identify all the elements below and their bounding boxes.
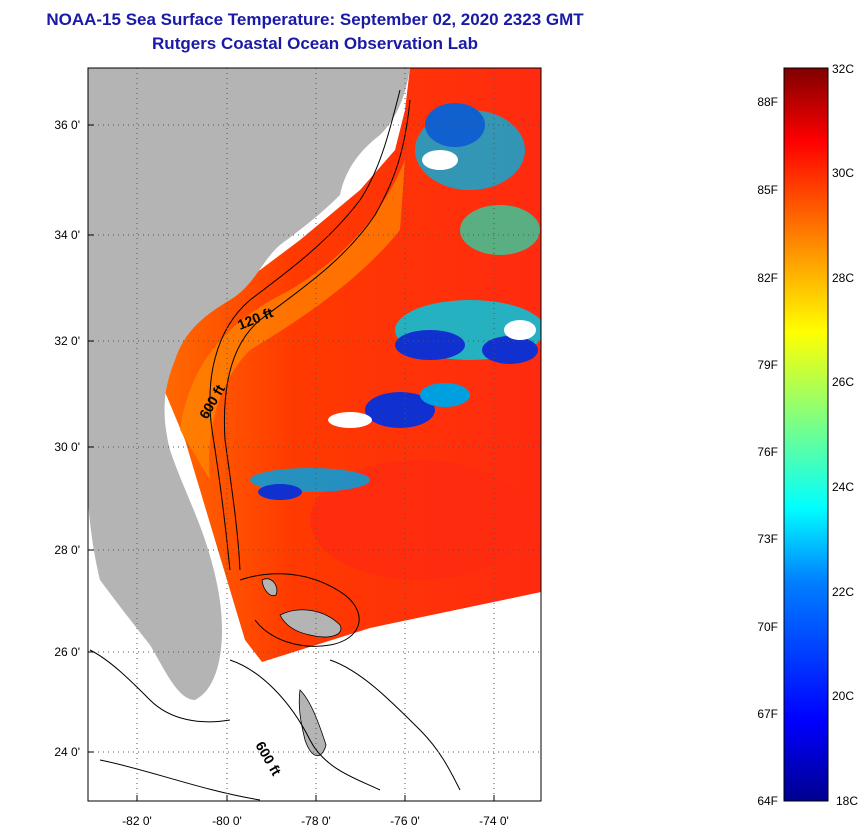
lat-tick-24: 24 0' [54, 745, 80, 759]
lat-tick-34: 34 0' [54, 228, 80, 242]
land-mainland [88, 68, 410, 700]
colorbar [783, 67, 829, 802]
lon-tick-82: -82 0' [122, 814, 152, 828]
colorbar-label-73f: 73F [757, 532, 778, 546]
lon-tick-76: -76 0' [390, 814, 420, 828]
lat-tick-30: 30 0' [54, 440, 80, 454]
lon-tick-78: -78 0' [301, 814, 331, 828]
colorbar-label-18c: 18C [836, 794, 858, 808]
cloud-patches [250, 103, 541, 500]
colorbar-label-32c: 32C [832, 62, 854, 76]
colorbar-label-67f: 67F [757, 707, 778, 721]
colorbar-label-76f: 76F [757, 445, 778, 459]
lon-tick-80: -80 0' [212, 814, 242, 828]
colorbar-label-24c: 24C [832, 480, 854, 494]
lat-tick-28: 28 0' [54, 543, 80, 557]
colorbar-label-88f: 88F [757, 95, 778, 109]
map-border [87, 67, 542, 802]
lat-tick-32: 32 0' [54, 334, 80, 348]
warm-core [310, 460, 530, 580]
colorbar-label-64f: 64F [757, 794, 778, 808]
colorbar-label-20c: 20C [832, 689, 854, 703]
grid-lines [88, 68, 541, 801]
lat-tick-36: 36 0' [54, 118, 80, 132]
colorbar-label-28c: 28C [832, 271, 854, 285]
colorbar-label-79f: 79F [757, 358, 778, 372]
colorbar-label-22c: 22C [832, 585, 854, 599]
colorbar-label-26c: 26C [832, 375, 854, 389]
shelf-water [180, 160, 405, 480]
colorbar-label-82f: 82F [757, 271, 778, 285]
colorbar-label-30c: 30C [832, 166, 854, 180]
colorbar-label-85f: 85F [757, 183, 778, 197]
axis-ticks [88, 124, 495, 801]
colorbar-label-70f: 70F [757, 620, 778, 634]
map-subtitle: Rutgers Coastal Ocean Observation Lab [152, 34, 478, 53]
lon-tick-74: -74 0' [479, 814, 509, 828]
islands [261, 578, 342, 757]
bathymetry-contours [89, 89, 461, 801]
lat-tick-26: 26 0' [54, 645, 80, 659]
map-title: NOAA-15 Sea Surface Temperature: Septemb… [46, 10, 584, 29]
